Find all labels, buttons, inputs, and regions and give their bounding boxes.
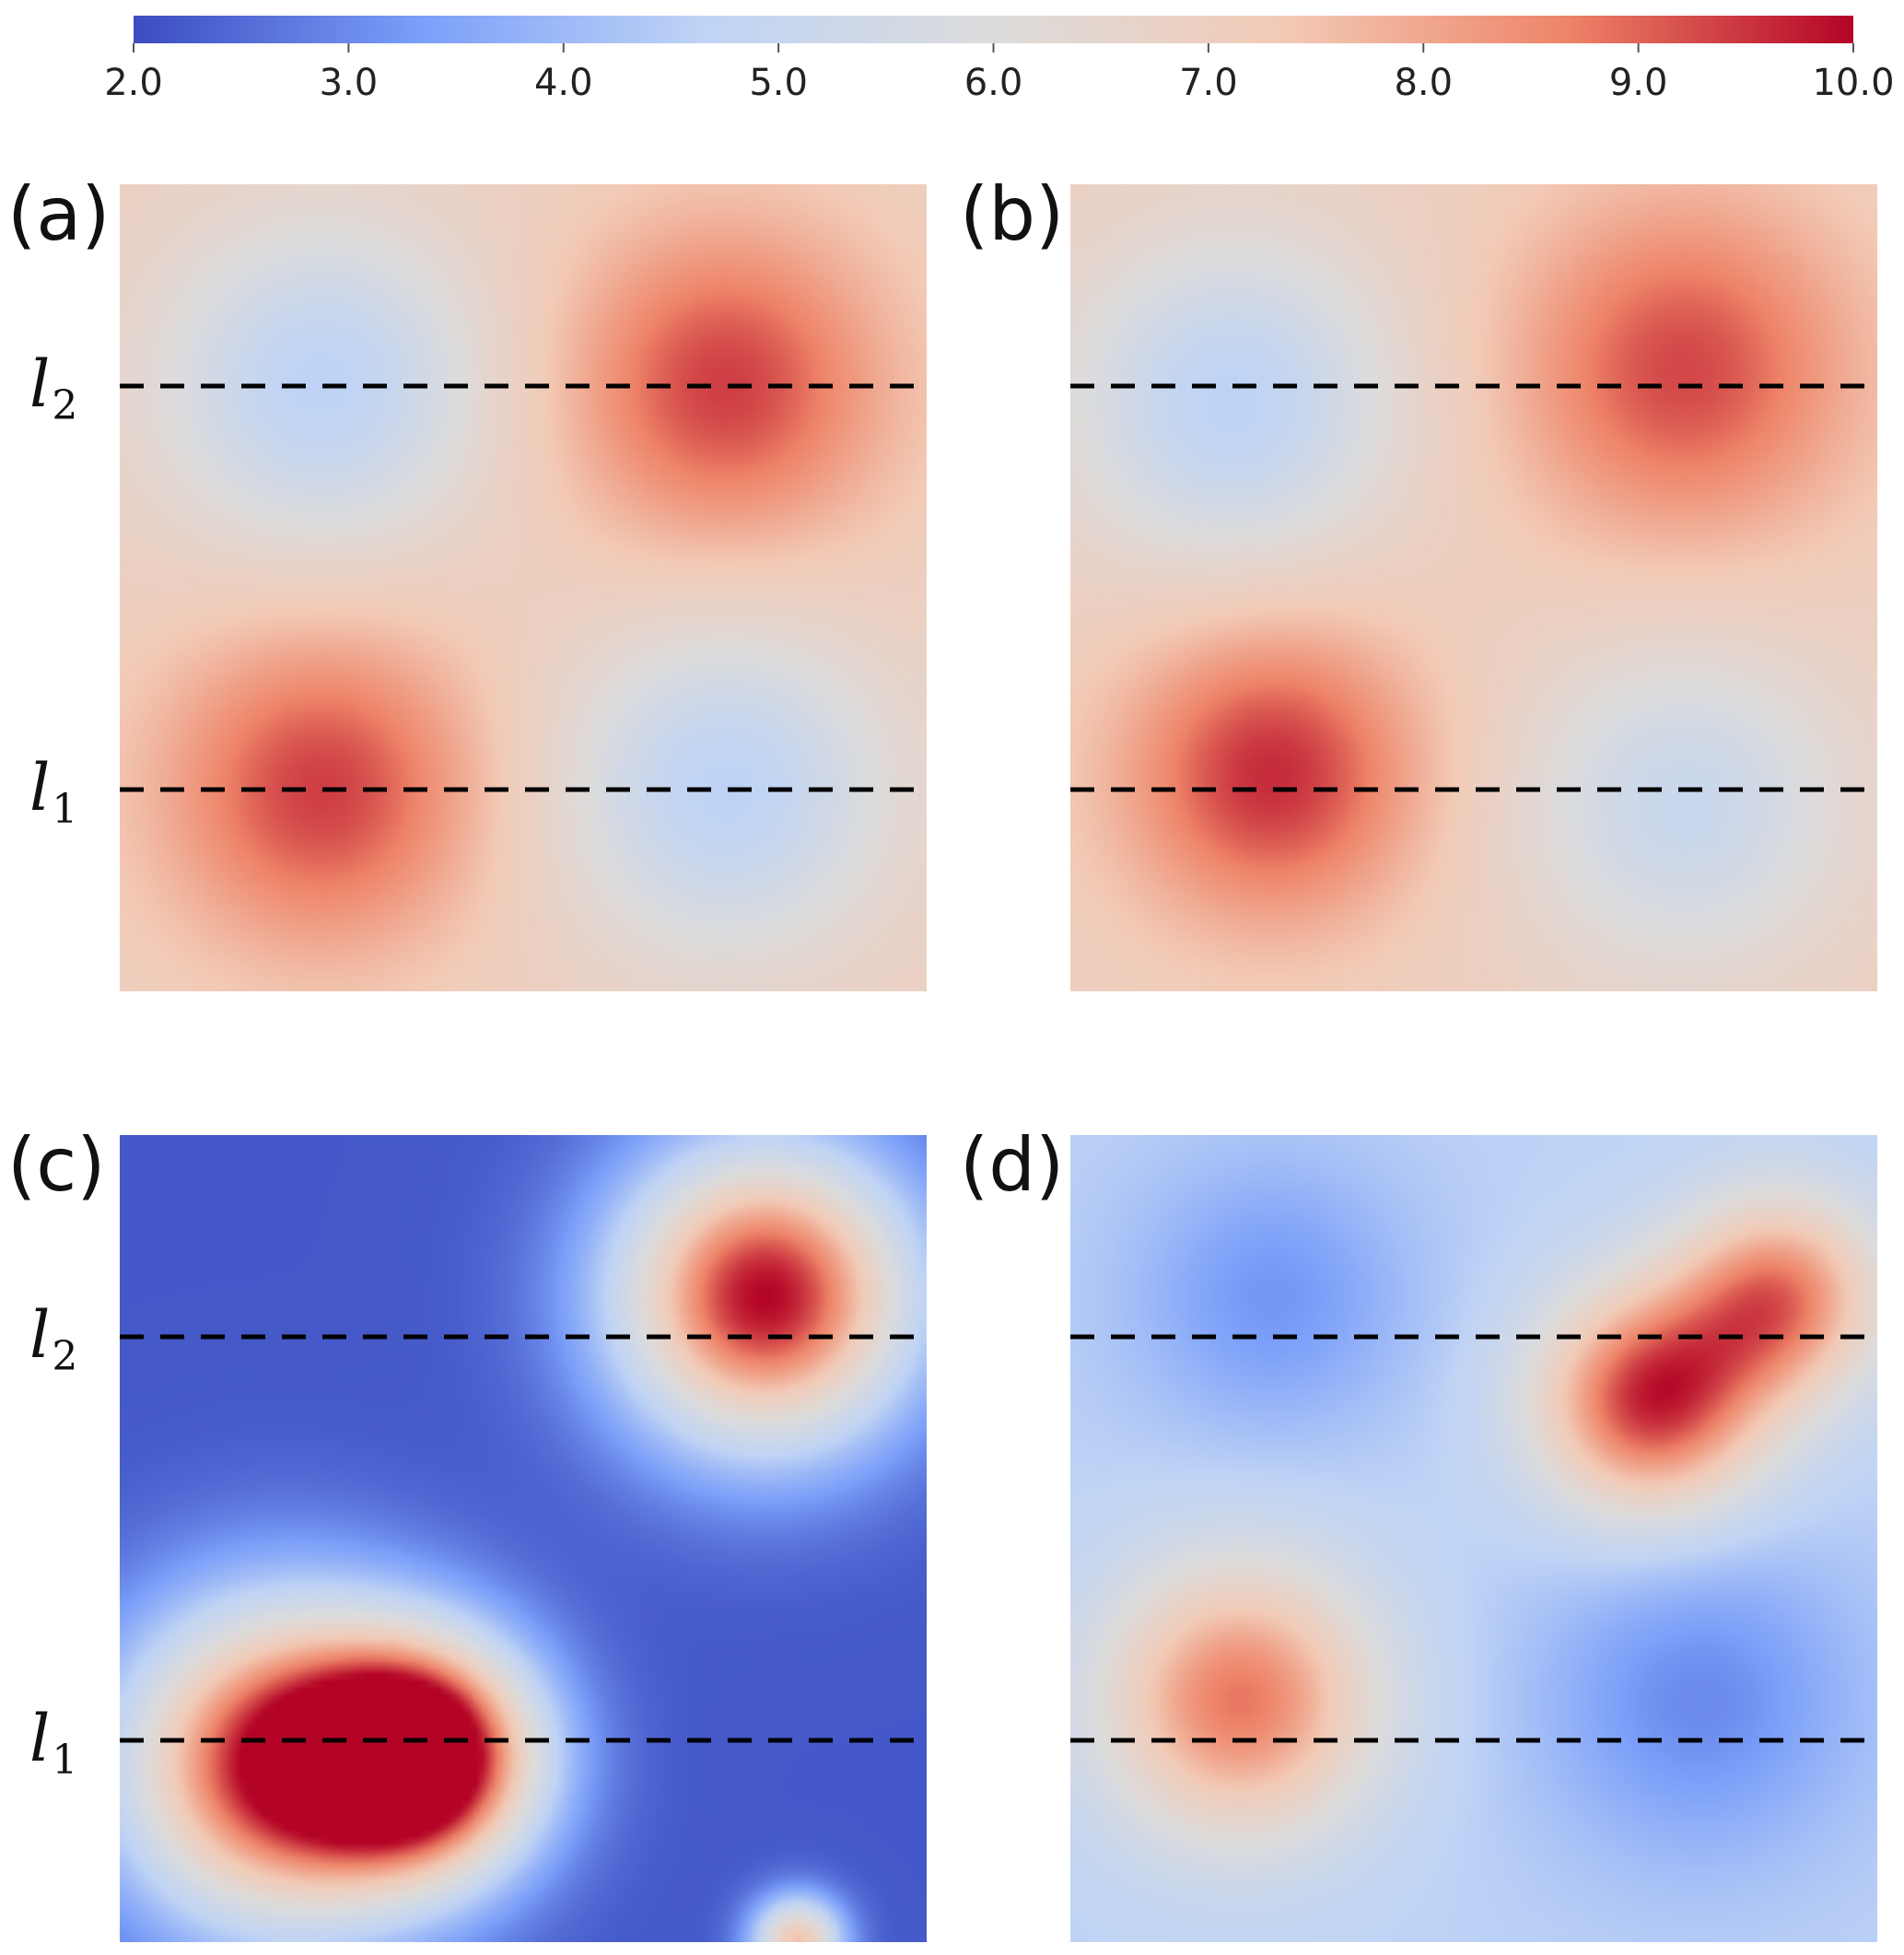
line-label-subscript: 1 xyxy=(52,786,77,833)
line-label-name: l xyxy=(29,1297,50,1373)
colorbar-tick-label: 7.0 xyxy=(1179,62,1238,104)
line-label-l1: l1 xyxy=(29,1701,77,1784)
panel-d: (d) xyxy=(960,1122,1877,1942)
panel-label: (d) xyxy=(960,1122,1064,1208)
line-label-name: l xyxy=(29,750,50,825)
colorbar-tick-label: 9.0 xyxy=(1609,62,1668,104)
colorbar-tick-label: 10.0 xyxy=(1812,62,1894,104)
heatmap-field xyxy=(120,1135,927,1942)
panel-label: (a) xyxy=(7,171,110,257)
colorbar: 2.0 3.0 4.0 5.0 6.0 7.0 8.0 9.0 10.0 xyxy=(104,16,1895,104)
heatmap-field xyxy=(1070,184,1877,991)
heatmap-field xyxy=(120,184,927,991)
panel-label: (c) xyxy=(7,1122,105,1208)
line-label-name: l xyxy=(29,346,50,422)
colorbar-gradient xyxy=(134,16,1853,43)
colorbar-tick-label: 8.0 xyxy=(1394,62,1453,104)
panel-label: (b) xyxy=(960,171,1064,257)
line-label-l2: l2 xyxy=(29,1297,77,1380)
line-label-l2: l2 xyxy=(29,346,77,429)
line-label-subscript: 2 xyxy=(52,382,77,429)
line-label-name: l xyxy=(29,1701,50,1776)
panel-b: (b) xyxy=(960,171,1877,991)
colorbar-tick-label: 2.0 xyxy=(104,62,163,104)
colorbar-tick-label: 6.0 xyxy=(964,62,1023,104)
colorbar-tick-label: 4.0 xyxy=(534,62,593,104)
colorbar-tick-label: 5.0 xyxy=(749,62,808,104)
line-label-subscript: 1 xyxy=(52,1737,77,1784)
heatmap-field xyxy=(1070,1135,1877,1942)
line-label-l1: l1 xyxy=(29,750,77,833)
line-label-subscript: 2 xyxy=(52,1333,77,1380)
colorbar-ticks: 2.0 3.0 4.0 5.0 6.0 7.0 8.0 9.0 10.0 xyxy=(104,43,1895,104)
colorbar-tick-label: 3.0 xyxy=(320,62,379,104)
